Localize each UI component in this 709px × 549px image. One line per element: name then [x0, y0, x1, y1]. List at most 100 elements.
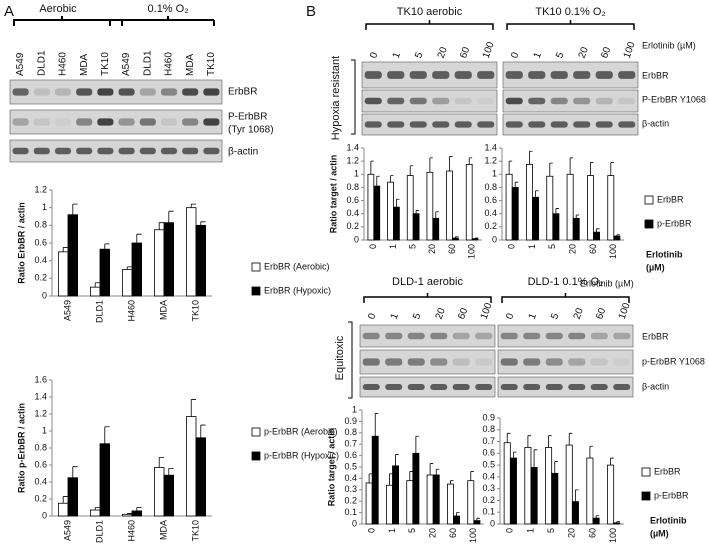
- bar: [551, 472, 559, 525]
- lane-label: TK10: [100, 52, 111, 76]
- error-bar: [158, 456, 164, 468]
- error-bar: [368, 473, 373, 483]
- bar: [67, 214, 79, 297]
- x-tick-label: 0: [505, 528, 515, 533]
- blot-band: [409, 97, 427, 105]
- bar: [153, 467, 165, 517]
- blot-band: [452, 332, 470, 340]
- bar: [67, 477, 79, 517]
- blot-band: [12, 118, 29, 126]
- error-bar: [449, 156, 453, 171]
- blot-band: [118, 88, 135, 96]
- bar: [546, 175, 554, 241]
- error-bar: [72, 466, 78, 478]
- legend-label: p-ErbBR (Hypoxic): [264, 450, 339, 460]
- bar: [387, 181, 394, 241]
- x-tick-label: A549: [62, 520, 72, 541]
- blot-band: [385, 332, 403, 340]
- error-bar: [569, 157, 574, 175]
- blot-band: [118, 147, 135, 155]
- bar: [195, 224, 207, 297]
- blot-band: [573, 71, 591, 79]
- y-tick-label: 0.8: [344, 427, 357, 437]
- error-bar: [190, 203, 196, 208]
- bar: [552, 213, 560, 241]
- blot-band: [97, 88, 114, 96]
- x-tick-label: DLD1: [94, 300, 104, 323]
- bar: [412, 452, 420, 525]
- bar: [393, 206, 400, 241]
- legend-swatch: [644, 219, 654, 229]
- y-tick-label: 0.2: [34, 273, 47, 283]
- blot-band: [573, 121, 591, 128]
- error-bar: [533, 449, 538, 468]
- x-tick-label: 1: [527, 244, 537, 249]
- chart-title: DLD-1 aerobic: [392, 276, 463, 288]
- bar: [432, 474, 440, 525]
- blot-band: [545, 384, 563, 390]
- blot-band: [500, 384, 518, 390]
- bar: [99, 443, 111, 517]
- error-bar: [554, 461, 558, 474]
- bar: [373, 185, 381, 241]
- bracket: [363, 293, 492, 303]
- y-tick-label: 0.7: [344, 439, 357, 449]
- error-bar: [376, 175, 380, 187]
- error-bar: [474, 237, 479, 239]
- x-tick-label: 100: [608, 244, 618, 259]
- blot-row-label: ErbBR: [228, 87, 257, 98]
- panel-label: B: [306, 3, 316, 20]
- error-bar: [513, 451, 517, 459]
- group-label: Aerobic: [39, 3, 77, 15]
- x-tick-label: TK10: [190, 300, 200, 322]
- error-bar: [450, 480, 454, 485]
- x-tick-label: 60: [588, 244, 598, 254]
- error-bar: [395, 454, 399, 466]
- error-bar: [506, 432, 511, 443]
- bar: [392, 465, 399, 525]
- bar: [566, 173, 574, 241]
- y-tick-label: 0.8: [482, 424, 495, 434]
- blot-band: [500, 358, 518, 366]
- error-bar: [104, 426, 110, 444]
- y-tick-label: 0.2: [482, 495, 495, 505]
- bar: [406, 175, 414, 241]
- lane-label: MDA: [185, 53, 196, 76]
- bar: [530, 467, 538, 525]
- y-axis-label: Ratio ErbBR / actin: [16, 202, 26, 284]
- bar: [509, 457, 517, 525]
- error-bar: [429, 157, 433, 173]
- error-bar: [168, 210, 174, 223]
- error-bar: [435, 211, 439, 219]
- blot-band: [203, 118, 220, 126]
- bar: [532, 196, 539, 241]
- x-tick-label: 100: [468, 528, 478, 543]
- y-tick-label: 0: [354, 234, 359, 244]
- blot-band: [528, 71, 546, 79]
- blot-band: [385, 384, 403, 390]
- error-bar: [409, 471, 413, 481]
- blot-band: [505, 121, 523, 128]
- x-axis-label: (µM): [646, 262, 665, 272]
- error-bar: [374, 413, 379, 437]
- legend-label: p-ErbBR: [654, 490, 689, 500]
- lane-label: A549: [15, 52, 26, 76]
- blot-band: [364, 121, 382, 128]
- blot-band: [568, 384, 586, 390]
- error-bar: [72, 203, 78, 215]
- blot-band: [505, 97, 523, 105]
- lane-label: 1: [389, 312, 401, 321]
- y-tick-label: 0.4: [34, 255, 47, 265]
- blot-band: [590, 332, 608, 340]
- blot-band: [12, 88, 29, 96]
- x-tick-label: 5: [408, 244, 418, 249]
- blot-band: [454, 97, 472, 105]
- blot-band: [590, 384, 608, 390]
- blot-band: [475, 384, 493, 390]
- blot-band: [545, 358, 563, 366]
- y-axis-label: Ratio p-ErbBR / actin: [16, 403, 26, 493]
- x-tick-label: 100: [467, 244, 477, 259]
- bar: [412, 213, 420, 241]
- error-bar: [62, 496, 68, 504]
